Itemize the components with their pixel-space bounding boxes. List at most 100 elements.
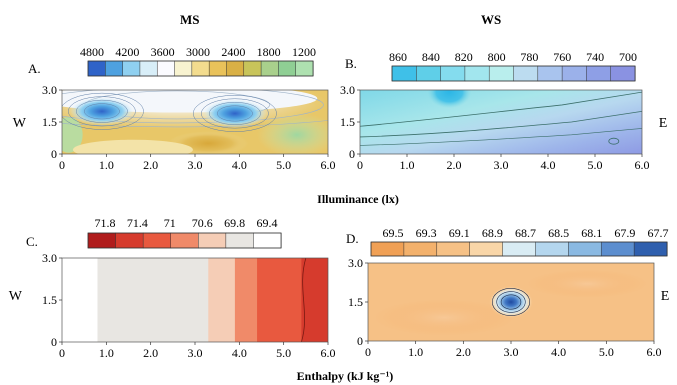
- x-tick-label: 5.0: [276, 158, 291, 172]
- x-tick-label: 3.0: [188, 158, 203, 172]
- colorbar-swatch: [278, 60, 297, 77]
- colorbar-swatch: [416, 65, 442, 82]
- x-tick-label: 3.0: [188, 346, 203, 360]
- panel-b-field: [360, 90, 642, 154]
- colorbar-tick-label: 68.9: [482, 226, 503, 240]
- colorbar-swatch: [469, 241, 504, 257]
- colorbar-swatch: [568, 241, 602, 257]
- contour-line: [62, 90, 324, 124]
- contour-ring: [76, 99, 128, 123]
- panel-letter: C.: [26, 234, 38, 249]
- colorbar-tick-label: 69.1: [449, 226, 470, 240]
- panel-d-field: [368, 263, 654, 341]
- colorbar-swatch: [610, 65, 636, 82]
- field-band: [62, 258, 99, 342]
- y-tick-label: 1.5: [340, 115, 355, 129]
- colorbar-tick-label: 67.9: [614, 226, 635, 240]
- contour-line: [360, 128, 642, 146]
- y-tick-label: 1.5: [42, 293, 57, 307]
- colorbar-tick-label: 68.7: [515, 226, 536, 240]
- colorbar-swatch: [513, 65, 539, 82]
- x-tick-label: 0: [357, 158, 363, 172]
- field-band: [234, 258, 259, 342]
- colorbar-swatch: [243, 60, 262, 77]
- data-blob: [427, 90, 472, 109]
- contour-ring: [62, 92, 144, 130]
- y-tick-label: 0: [51, 147, 57, 161]
- y-tick-label: 3.0: [340, 83, 355, 97]
- colorbar-frame: [87, 60, 314, 77]
- x-tick-label: 6.0: [647, 345, 662, 359]
- colorbar-frame: [391, 65, 636, 82]
- field-pale-patch: [527, 269, 648, 298]
- colorbar-tick-label: 1800: [257, 45, 281, 59]
- data-blob: [69, 97, 134, 126]
- contour-line: [62, 120, 328, 128]
- colorbar-swatch: [600, 241, 635, 257]
- colorbar-frame: [87, 232, 282, 249]
- contour-ring: [496, 291, 526, 313]
- y-tick-label: 3.0: [348, 256, 363, 270]
- y-tick-label: 0: [349, 147, 355, 161]
- colorbar-swatch: [208, 60, 228, 77]
- x-tick-label: 3.0: [504, 345, 519, 359]
- colorbar-swatch: [142, 232, 172, 249]
- x-tick-label: 5.0: [588, 158, 603, 172]
- colorbar-swatch: [253, 232, 282, 249]
- colorbar-tick-label: 69.4: [257, 216, 278, 230]
- colorbar-tick-label: 820: [455, 50, 473, 64]
- data-blob: [489, 286, 533, 318]
- colorbar-swatch: [225, 232, 254, 249]
- colorbar-tick-label: 71: [164, 216, 176, 230]
- colorbar-tick-label: 68.1: [581, 226, 602, 240]
- colorbar-swatch: [436, 241, 471, 257]
- contour-line: [360, 91, 642, 127]
- data-blob: [202, 99, 267, 128]
- colorbar-swatch: [260, 60, 279, 77]
- contour-ring: [193, 95, 277, 132]
- colorbar-tick-label: 840: [422, 50, 440, 64]
- colorbar-frame: [370, 241, 668, 257]
- x-tick-label: 0: [59, 346, 65, 360]
- colorbar-swatch: [403, 241, 438, 257]
- panel-letter: D.: [346, 231, 359, 246]
- colorbar-swatch: [115, 232, 144, 249]
- colorbar-swatch: [198, 232, 227, 249]
- colorbar-swatch: [170, 232, 199, 249]
- x-tick-label: 1.0: [99, 346, 114, 360]
- contour-ring: [84, 103, 120, 120]
- panel-letter: A.: [28, 61, 41, 76]
- colorbar-swatch: [537, 65, 563, 82]
- x-tick-label: 4.0: [541, 158, 556, 172]
- x-tick-label: 6.0: [321, 346, 336, 360]
- x-tick-label: 6.0: [635, 158, 650, 172]
- field-green-left: [62, 116, 83, 153]
- colorbar-tick-label: 860: [389, 50, 407, 64]
- y-tick-label: 3.0: [42, 83, 57, 97]
- enthalpy-xlabel: Enthalpy (kJ kg⁻¹): [297, 369, 394, 383]
- x-tick-label: 1.0: [99, 158, 114, 172]
- colorbar-swatch: [139, 60, 158, 77]
- colorbar-tick-label: 69.3: [416, 226, 437, 240]
- colorbar-swatch: [226, 60, 245, 77]
- x-tick-label: 4.0: [232, 158, 247, 172]
- y-tick-label: 0: [357, 334, 363, 348]
- x-tick-label: 2.0: [143, 158, 158, 172]
- field-green-right: [256, 112, 328, 154]
- side-label: E: [661, 289, 670, 304]
- colorbar-swatch: [174, 60, 193, 77]
- x-tick-label: 0: [59, 158, 65, 172]
- x-tick-label: 1.0: [400, 158, 415, 172]
- colorbar-swatch: [370, 241, 405, 257]
- side-label: W: [9, 289, 23, 304]
- x-tick-label: 2.0: [143, 346, 158, 360]
- field-band: [301, 258, 328, 342]
- panel-a-field: [62, 90, 328, 154]
- colorbar-swatch: [535, 241, 569, 257]
- colorbar-tick-label: 71.4: [127, 216, 148, 230]
- colorbar-tick-label: 69.8: [224, 216, 245, 230]
- colorbar-swatch: [633, 241, 668, 257]
- colorbar-tick-label: 780: [520, 50, 538, 64]
- x-tick-label: 0: [365, 345, 371, 359]
